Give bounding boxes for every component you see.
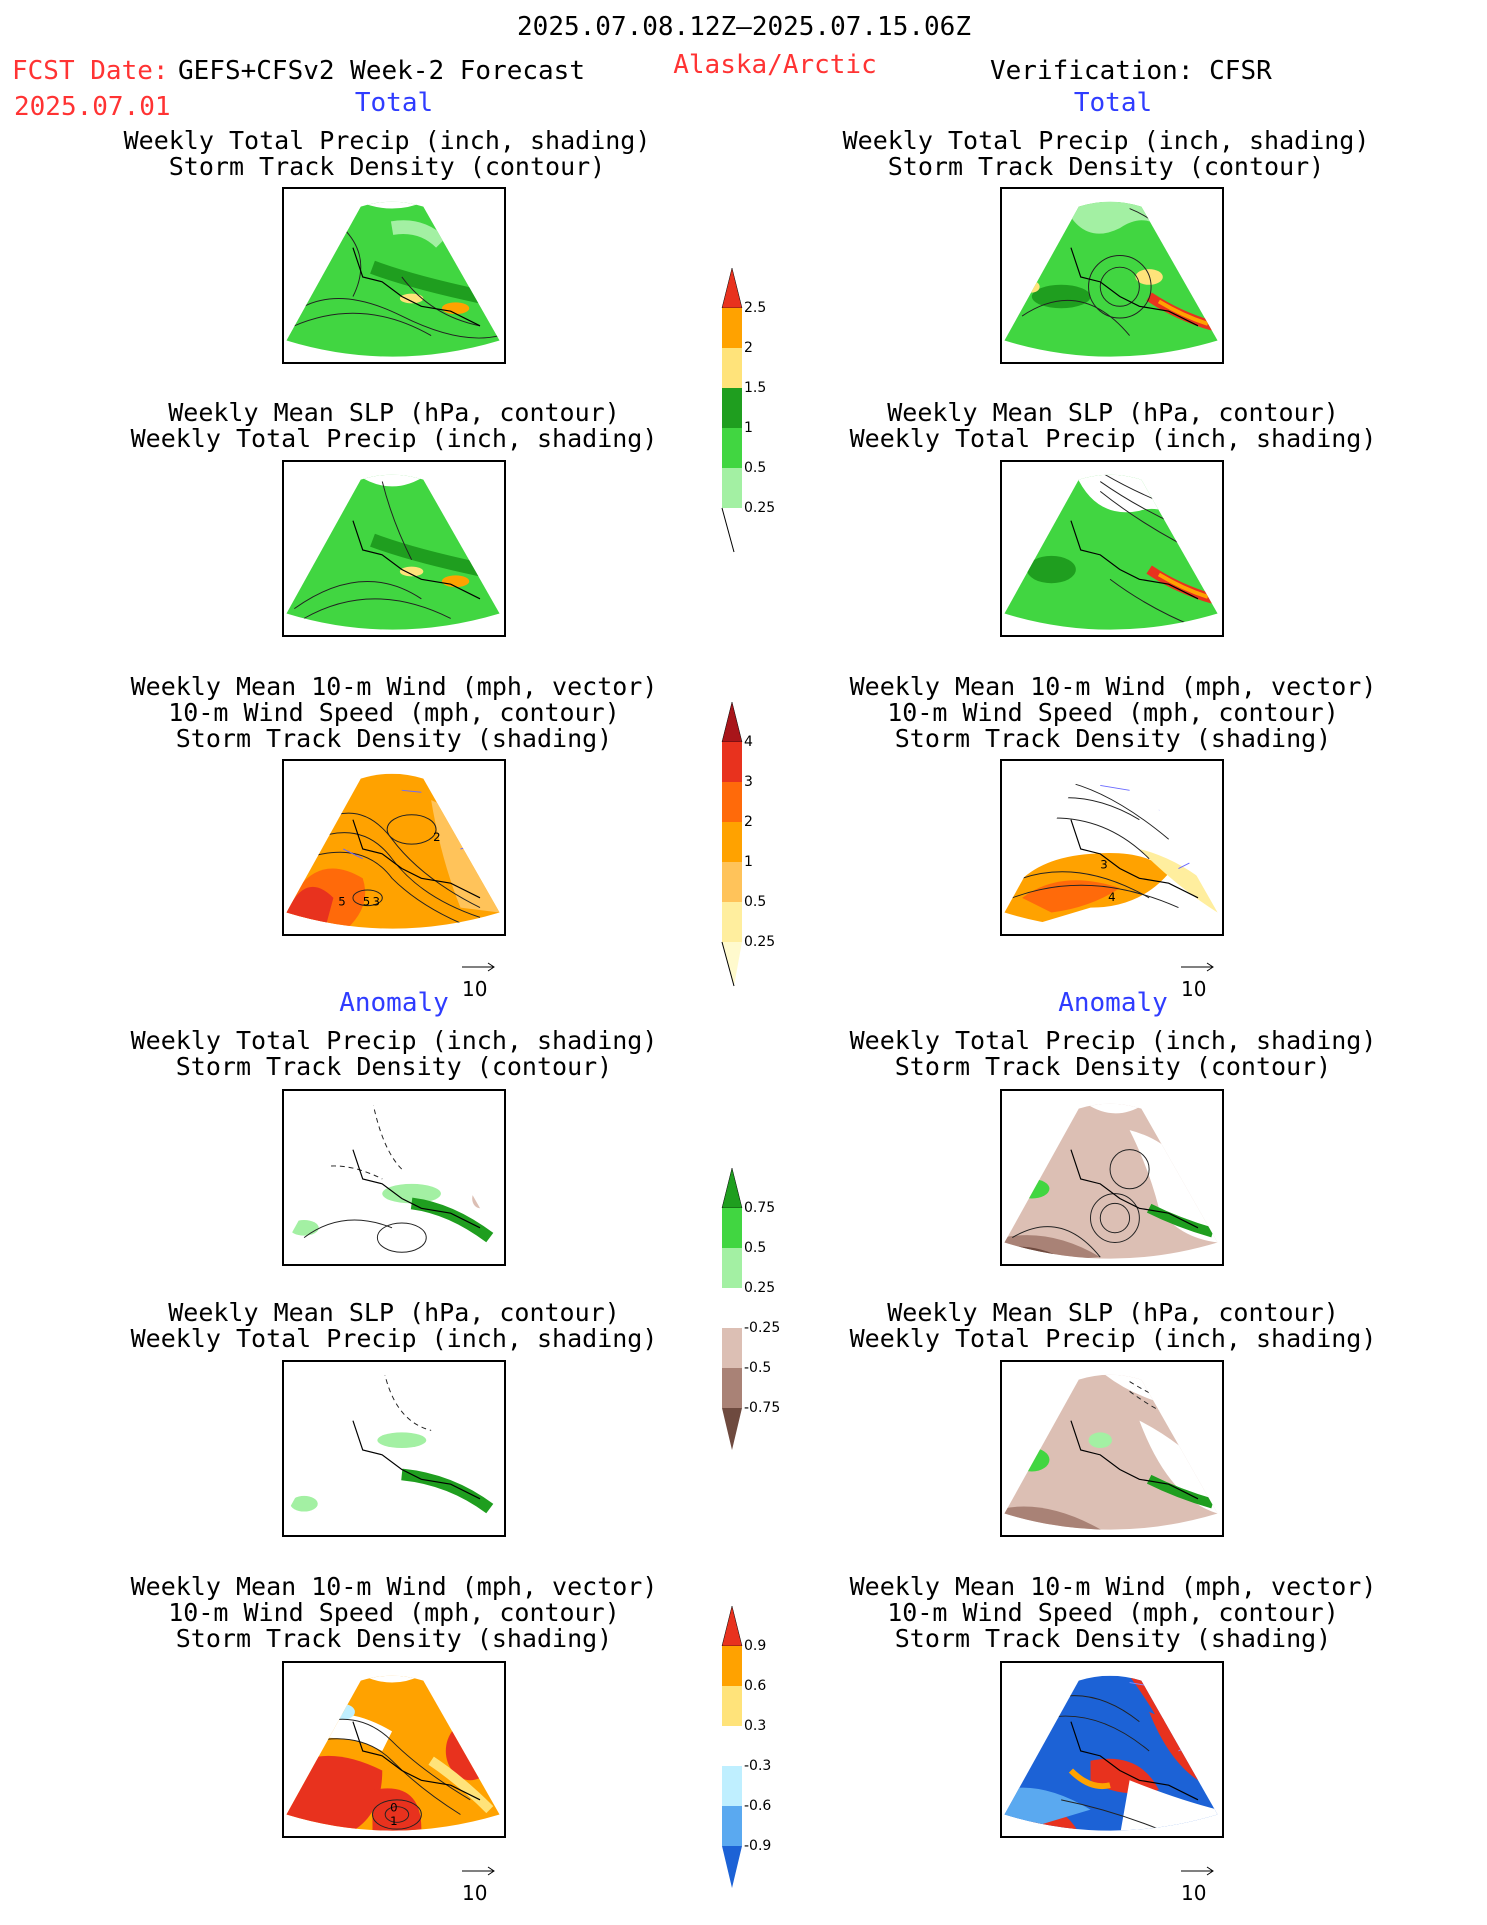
title-obs-anom-precip: Weekly Total Precip (inch, shading) Storm…	[849, 1026, 1377, 1081]
region-label: Alaska/Arctic	[673, 50, 877, 80]
fcst-date-label: FCST Date:	[12, 56, 169, 86]
vector-ref-obs-total: 10	[1181, 958, 1217, 1001]
right-anomaly-heading: Anomaly	[1058, 988, 1168, 1018]
period-title: 2025.07.08.12Z–2025.07.15.06Z	[517, 12, 971, 42]
cb-storm-label-1: 3	[744, 774, 753, 790]
title-obs-total-precip: Weekly Total Precip (inch, shading) Storm…	[842, 126, 1370, 181]
cb-storm-label-2: 2	[744, 814, 753, 830]
verification-label: Verification: CFSR	[990, 56, 1272, 86]
colorbar-precip-total	[720, 267, 744, 562]
map-obs-total-wind: 3 4	[1000, 759, 1224, 936]
wind-label-1: 1	[390, 1814, 397, 1828]
left-anomaly-heading: Anomaly	[339, 988, 449, 1018]
cb-precip-label-0: 2.5	[744, 300, 767, 316]
title-fc-total-wind: Weekly Mean 10-m Wind (mph, vector) 10-m …	[130, 672, 658, 753]
map-fc-anom-precip	[282, 1089, 506, 1266]
map-obs-total-slp	[1000, 460, 1224, 637]
fcst-date: 2025.07.01	[14, 92, 171, 122]
cb-storm-anom-label-4: -0.6	[744, 1798, 772, 1814]
cb-precip-anom-label-3: -0.25	[744, 1320, 781, 1336]
arrow-right-icon	[462, 1866, 495, 1876]
vector-ref-fc-total: 10	[462, 958, 498, 1001]
title-obs-total-wind: Weekly Mean 10-m Wind (mph, vector) 10-m …	[849, 672, 1377, 753]
cb-storm-anom-label-2: 0.3	[744, 1718, 767, 1734]
cb-precip-label-2: 1.5	[744, 380, 767, 396]
cb-storm-anom-label-1: 0.6	[744, 1678, 767, 1694]
cb-precip-anom-label-5: -0.75	[744, 1400, 781, 1416]
wind-label-5a: 5	[338, 895, 345, 909]
title-fc-anom-slp: Weekly Mean SLP (hPa, contour) Weekly Tot…	[130, 1298, 658, 1353]
cb-precip-anom-label-4: -0.5	[744, 1360, 772, 1376]
arrow-right-icon	[1181, 1866, 1214, 1876]
title-fc-total-precip: Weekly Total Precip (inch, shading) Storm…	[123, 126, 651, 181]
map-fc-anom-wind: 0 1	[282, 1661, 506, 1838]
vector-ref-obs-anom: 10	[1181, 1862, 1217, 1905]
title-fc-anom-wind: Weekly Mean 10-m Wind (mph, vector) 10-m …	[130, 1572, 658, 1653]
title-fc-anom-precip: Weekly Total Precip (inch, shading) Storm…	[130, 1026, 658, 1081]
map-obs-anom-precip	[1000, 1089, 1224, 1266]
left-total-heading: Total	[354, 88, 434, 118]
arrow-right-icon	[1181, 962, 1214, 972]
map-obs-anom-wind	[1000, 1661, 1224, 1838]
cb-storm-label-4: 0.5	[744, 894, 767, 910]
map-fc-total-slp	[282, 460, 506, 637]
cb-storm-label-0: 4	[744, 734, 753, 750]
map-fc-total-wind: 2 5 5 3	[282, 759, 506, 936]
colorbar-precip-anom	[720, 1167, 744, 1462]
wind-label-5b: 5	[363, 895, 370, 909]
title-fc-total-slp: Weekly Mean SLP (hPa, contour) Weekly Tot…	[130, 398, 658, 453]
map-fc-total-precip	[282, 187, 506, 364]
cb-precip-label-5: 0.25	[744, 500, 776, 516]
cb-storm-label-3: 1	[744, 854, 753, 870]
map-obs-total-precip	[1000, 187, 1224, 364]
cb-storm-anom-label-3: -0.3	[744, 1758, 772, 1774]
title-obs-anom-wind: Weekly Mean 10-m Wind (mph, vector) 10-m …	[849, 1572, 1377, 1653]
cb-storm-label-5: 0.25	[744, 934, 776, 950]
fcst-model: GEFS+CFSv2 Week-2 Forecast	[178, 56, 585, 86]
cb-precip-anom-label-1: 0.5	[744, 1240, 767, 1256]
wind-label-0: 0	[390, 1801, 397, 1815]
map-fc-anom-slp	[282, 1360, 506, 1537]
cb-precip-label-4: 0.5	[744, 460, 767, 476]
arrow-right-icon	[462, 962, 495, 972]
map-obs-anom-slp	[1000, 1360, 1224, 1537]
title-obs-total-slp: Weekly Mean SLP (hPa, contour) Weekly Tot…	[849, 398, 1377, 453]
cb-storm-anom-label-5: -0.9	[744, 1838, 772, 1854]
cb-precip-label-1: 2	[744, 340, 753, 356]
colorbar-storm-anom	[720, 1605, 744, 1900]
wind-label-3: 3	[372, 895, 379, 909]
cb-precip-anom-label-0: 0.75	[744, 1200, 776, 1216]
cb-precip-label-3: 1	[744, 420, 753, 436]
wind-label-3: 3	[1100, 858, 1107, 872]
colorbar-storm-total	[720, 701, 744, 996]
cb-storm-anom-label-0: 0.9	[744, 1638, 767, 1654]
right-total-heading: Total	[1073, 88, 1153, 118]
cb-precip-anom-label-2: 0.25	[744, 1280, 776, 1296]
title-obs-anom-slp: Weekly Mean SLP (hPa, contour) Weekly Tot…	[849, 1298, 1377, 1353]
wind-label-2: 2	[433, 830, 440, 844]
wind-label-4: 4	[1108, 890, 1115, 904]
vector-ref-fc-anom: 10	[462, 1862, 498, 1905]
